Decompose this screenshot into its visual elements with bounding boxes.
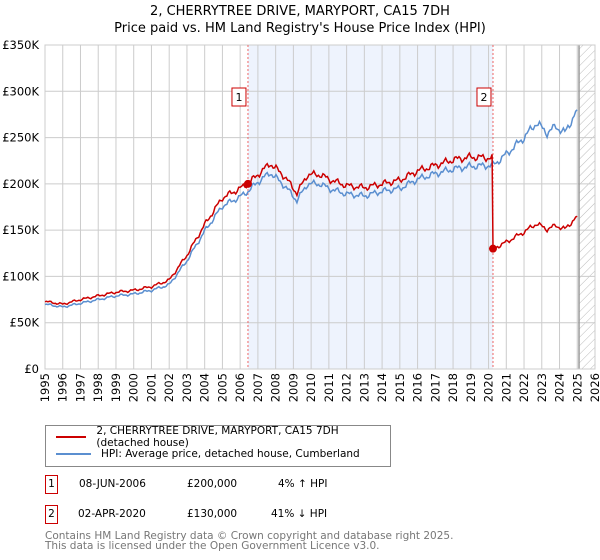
x-tick-label: 1995 — [38, 373, 52, 402]
marker-badge: 1 — [45, 475, 58, 494]
legend-label: 2, CHERRYTREE DRIVE, MARYPORT, CA15 7DH … — [96, 425, 339, 449]
x-tick-label: 2019 — [464, 373, 478, 402]
x-tick-label: 2012 — [340, 373, 354, 402]
y-tick-label: £100K — [2, 269, 39, 283]
transaction-date: 08-JUN-2006 — [79, 478, 146, 490]
x-tick-label: 1998 — [91, 373, 105, 402]
marker-badge: 2 — [45, 505, 58, 524]
x-tick-label: 2015 — [393, 373, 407, 402]
x-tick-label: 2026 — [588, 373, 600, 402]
x-tick-label: 2003 — [180, 373, 194, 402]
x-tick-label: 2013 — [357, 373, 371, 402]
title-line-2: Price paid vs. HM Land Registry's House … — [114, 21, 486, 36]
x-tick-label: 2007 — [251, 373, 265, 402]
y-tick-label: £200K — [2, 177, 39, 191]
sale-marker-label: 2 — [480, 91, 487, 104]
x-tick-label: 2001 — [144, 373, 158, 402]
x-tick-label: 2005 — [215, 373, 229, 402]
transaction-hpi: 4% ↑ HPI — [278, 478, 328, 490]
x-tick-label: 1996 — [56, 373, 70, 402]
transaction-hpi: 41% ↓ HPI — [271, 508, 328, 520]
footer-line: Contains HM Land Registry data © Crown c… — [45, 530, 454, 542]
footer: Contains HM Land Registry data © Crown c… — [45, 530, 454, 552]
sale-marker-badge — [476, 87, 492, 107]
y-tick-label: £250K — [2, 131, 39, 145]
legend-item-property: 2, CHERRYTREE DRIVE, MARYPORT, CA15 7DH … — [56, 425, 390, 449]
x-tick-label: 2020 — [482, 373, 496, 402]
x-tick-label: 2011 — [322, 373, 336, 402]
x-tick-label: 2006 — [233, 373, 247, 402]
sale-period-shading — [247, 45, 493, 369]
x-tick-label: 1997 — [73, 373, 87, 402]
y-tick-label: £300K — [2, 84, 39, 98]
property-price-line — [44, 151, 578, 306]
transaction-price: £200,000 — [187, 478, 238, 490]
forecast-hatch — [579, 45, 595, 369]
sale-point — [488, 244, 497, 253]
chart-title: 2, CHERRYTREE DRIVE, MARYPORT, CA15 7DH P… — [0, 3, 600, 37]
title-line-1: 2, CHERRYTREE DRIVE, MARYPORT, CA15 7DH — [150, 4, 450, 19]
y-tick-label: £350K — [2, 38, 39, 52]
transaction-price: £130,000 — [187, 508, 238, 520]
blue-line-swatch — [56, 453, 91, 455]
x-tick-label: 2004 — [198, 373, 212, 402]
x-tick-label: 2010 — [304, 373, 318, 402]
legend: 2, CHERRYTREE DRIVE, MARYPORT, CA15 7DH … — [45, 425, 391, 467]
y-tick-label: £0 — [24, 362, 39, 376]
x-tick-label: 2023 — [535, 373, 549, 402]
x-tick-label: 1999 — [109, 373, 123, 402]
transaction-row: 1 08-JUN-2006 £200,000 4% ↑ HPI — [45, 475, 405, 494]
x-tick-label: 2022 — [517, 373, 531, 402]
x-tick-label: 2024 — [553, 373, 567, 402]
x-tick-label: 2008 — [269, 373, 283, 402]
legend-label: HPI: Average price, detached house, Cumb… — [101, 448, 360, 460]
price-chart: 1995 1996 1997 1998 1999 2000 2001 2002 2003 2004… — [2, 38, 600, 402]
y-tick-label: £150K — [2, 223, 39, 237]
x-tick-label: 2014 — [375, 373, 389, 402]
x-tick-label: 2016 — [411, 373, 425, 402]
transaction-row: 2 02-APR-2020 £130,000 41% ↓ HPI — [45, 505, 405, 524]
sale-point — [243, 179, 252, 188]
red-line-swatch — [56, 436, 87, 438]
sale-marker-label: 1 — [235, 91, 242, 104]
hpi-line — [44, 109, 578, 309]
sale-marker-badge — [231, 87, 247, 107]
legend-item-hpi: HPI: Average price, detached house, Cumb… — [56, 446, 360, 462]
x-tick-label: 2025 — [570, 373, 584, 402]
y-tick-label: £50K — [10, 316, 40, 330]
transaction-date: 02-APR-2020 — [78, 508, 146, 520]
plot-border — [44, 44, 596, 370]
x-tick-label: 2021 — [499, 373, 513, 402]
x-tick-label: 2002 — [162, 373, 176, 402]
x-tick-label: 2017 — [428, 373, 442, 402]
x-tick-label: 2009 — [286, 373, 300, 402]
x-tick-label: 2018 — [446, 373, 460, 402]
footer-line: This data is licensed under the Open Gov… — [45, 540, 380, 552]
x-tick-label: 2000 — [127, 373, 141, 402]
